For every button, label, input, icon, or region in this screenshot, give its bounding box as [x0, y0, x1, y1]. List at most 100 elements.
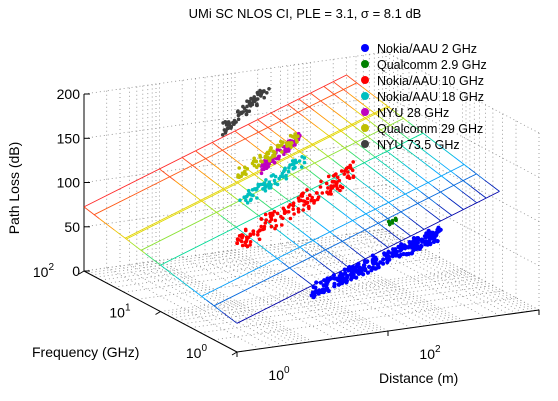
tick-base: 10: [109, 305, 125, 321]
data-point: [259, 159, 263, 163]
model-distance-line: [302, 232, 319, 245]
data-point: [220, 133, 225, 137]
grid-line: [212, 252, 366, 335]
data-point: [296, 196, 301, 200]
model-distance-line: [341, 212, 358, 225]
data-point: [288, 133, 293, 138]
distance-axis-label: Distance (m): [379, 370, 458, 386]
series-points-6: [220, 87, 271, 137]
data-point: [232, 118, 237, 123]
model-distance-line: [323, 86, 340, 99]
model-distance-line: [357, 223, 373, 237]
data-point: [254, 159, 259, 164]
grid-line: [159, 260, 313, 342]
grid-line: [182, 256, 336, 339]
model-distance-line: [256, 197, 273, 210]
data-point: [305, 200, 310, 205]
model-distance-line: [364, 200, 381, 214]
data-point: [412, 238, 417, 243]
data-points: [220, 87, 443, 300]
model-distance-line: [287, 104, 304, 117]
data-point: [334, 181, 338, 186]
frequency-tick-mark: [231, 351, 238, 356]
model-distance-line: [298, 98, 315, 111]
data-point: [271, 153, 275, 157]
data-point: [344, 166, 349, 171]
distance-tick-label: 102: [419, 344, 441, 362]
grid-line: [83, 184, 387, 228]
tick-exponent: 0: [201, 343, 207, 354]
data-point: [338, 280, 344, 285]
legend-marker-4: [361, 108, 369, 116]
data-point: [329, 192, 333, 196]
data-point: [264, 178, 268, 182]
model-distance-line: [195, 150, 212, 163]
data-point: [244, 243, 248, 247]
grid-line: [213, 297, 517, 341]
model-distance-line: [445, 179, 462, 192]
data-point: [324, 181, 329, 186]
model-distance-line: [407, 121, 424, 134]
grid-line: [306, 239, 461, 322]
model-distance-line: [251, 238, 267, 251]
tick-base: 10: [268, 367, 284, 383]
data-point: [255, 196, 259, 200]
data-point: [337, 178, 342, 183]
model-distance-line: [160, 264, 177, 278]
model-frequency-line: [160, 132, 424, 266]
data-point: [339, 169, 344, 173]
model-distance-line: [424, 151, 441, 164]
model-distance-line: [393, 205, 409, 219]
model-distance-line: [317, 243, 334, 257]
data-point: [430, 234, 435, 239]
data-point: [352, 268, 357, 273]
model-distance-line: [333, 177, 350, 190]
grid-line: [231, 250, 385, 332]
series-points-2: [235, 160, 356, 249]
data-point: [311, 290, 316, 295]
data-point: [314, 280, 319, 285]
model-distance-line: [273, 188, 290, 202]
data-point: [346, 170, 350, 174]
data-point: [354, 264, 360, 269]
model-distance-line: [212, 142, 228, 155]
data-point: [243, 227, 248, 232]
model-distance-line: [453, 156, 470, 169]
data-point: [245, 104, 249, 109]
data-point: [240, 243, 245, 248]
data-point: [332, 281, 337, 286]
data-point: [378, 260, 383, 265]
grid-line: [100, 237, 404, 281]
data-point: [371, 261, 376, 266]
tick-base: 10: [186, 345, 202, 361]
model-distance-line: [430, 167, 447, 180]
data-point: [297, 199, 301, 203]
data-point: [280, 171, 285, 176]
model-distance-line: [422, 132, 439, 146]
data-point: [355, 268, 360, 273]
data-point: [365, 270, 371, 275]
data-point: [315, 191, 319, 195]
grid-line: [223, 251, 377, 333]
model-distance-line: [402, 162, 418, 175]
model-distance-line: [340, 116, 357, 129]
model-distance-line: [311, 188, 328, 202]
model-distance-line: [227, 192, 244, 205]
model-distance-line: [325, 104, 342, 117]
data-point: [351, 160, 356, 164]
data-point: [426, 230, 431, 235]
data-point: [259, 91, 263, 95]
model-distance-line: [384, 132, 401, 145]
data-point: [293, 143, 297, 147]
model-distance-line: [197, 168, 214, 182]
model-frequency-line: [126, 106, 390, 240]
data-point: [238, 198, 242, 202]
z-tick-label: 100: [57, 175, 81, 191]
grid-line: [183, 281, 486, 325]
model-distance-line: [318, 127, 334, 140]
data-point: [326, 174, 331, 179]
grid-line: [83, 140, 387, 183]
model-distance-line: [346, 74, 363, 88]
